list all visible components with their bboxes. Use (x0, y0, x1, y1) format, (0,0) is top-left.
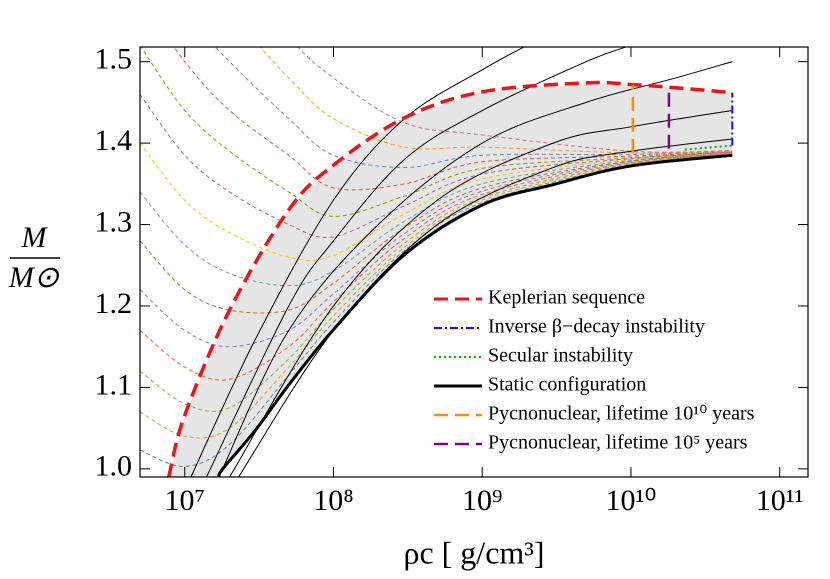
dashed-curve (214, 47, 733, 169)
series-line (217, 153, 733, 477)
legend-label: Inverse β−decay instability (488, 316, 705, 338)
frame (139, 46, 809, 478)
x-tick-label: 10⁷ (165, 484, 205, 517)
x-tick-label: 10⁸ (313, 484, 353, 517)
legend-label: Secular instability (488, 345, 633, 367)
dashed-curve (140, 153, 733, 381)
dashed-curve (140, 47, 733, 217)
axes: 1.0 1.1 1.2 1.3 1.4 1.5 10⁷ 10⁸ 10⁹ 10¹⁰ 10¹¹ (95, 43, 808, 517)
x-tick-label: 10⁹ (462, 484, 502, 517)
dashed-curve (140, 153, 733, 412)
x-tick-label: 10¹⁰ (605, 484, 656, 517)
y-label-denominator: M⊙ (8, 261, 60, 294)
dashed-curve (259, 47, 733, 154)
y-tick-label: 1.5 (95, 43, 133, 76)
y-tick-label: 1.1 (95, 368, 133, 401)
solid-curve (206, 47, 628, 477)
solid-curve (238, 138, 733, 477)
dashed-curve (140, 142, 733, 261)
dashed-curve (140, 154, 733, 439)
legend-box (424, 283, 796, 465)
dashed-curve (140, 152, 733, 314)
y-tick-label: 1.3 (95, 205, 133, 238)
y-tick-label: 1.4 (95, 124, 133, 157)
legend-label: Pycnonuclear, lifetime 10⁵ years (488, 432, 748, 454)
legend-label: Pycnonuclear, lifetime 10¹⁰ years (488, 403, 755, 425)
y-tick-label: 1.2 (95, 287, 133, 320)
legend-label: Keplerian sequence (488, 287, 645, 309)
solid-curve (218, 61, 733, 477)
legend: Keplerian sequence Inverse β−decay instab… (424, 283, 796, 465)
dashed-curve (140, 93, 733, 238)
series-line (167, 80, 733, 477)
x-label: ρc [ g/cm³] (403, 534, 544, 570)
y-tick-label: 1.0 (95, 450, 133, 483)
plot-area (140, 47, 734, 477)
legend-label: Static configuration (488, 374, 646, 396)
dashed-curve (140, 152, 733, 287)
dashed-curve (140, 153, 733, 348)
solid-curve (190, 47, 526, 477)
y-label-numerator: M (21, 221, 49, 254)
x-tick-label: 10¹¹ (756, 484, 804, 517)
dashed-curve (173, 47, 733, 191)
